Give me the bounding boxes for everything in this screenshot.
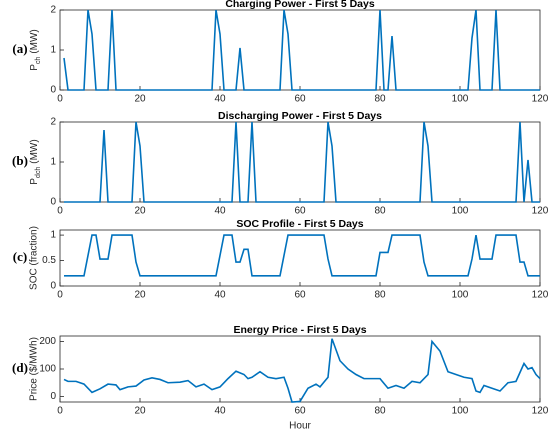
- x-tick-label: 120: [532, 406, 549, 417]
- x-tick-label: 120: [532, 290, 549, 301]
- x-tick-label: 120: [532, 206, 549, 217]
- x-tick-label: 0: [57, 206, 63, 217]
- panel-label: (b): [12, 153, 28, 168]
- x-tick-label: 100: [452, 94, 469, 105]
- y-tick-label: 0: [50, 391, 56, 402]
- x-tick-label: 20: [134, 94, 146, 105]
- y-axis-label-sub: ch: [35, 57, 42, 65]
- chart-title: Charging Power - First 5 Days: [225, 0, 375, 10]
- x-tick-label: 20: [134, 406, 146, 417]
- axes-box: [59, 335, 541, 403]
- x-tick-label: 80: [374, 206, 386, 217]
- y-axis-label: Pch (MW): [29, 29, 42, 71]
- x-tick-label: 0: [57, 406, 63, 417]
- y-axis-label-main: P: [29, 64, 40, 71]
- x-tick-label: 40: [214, 206, 226, 217]
- y-axis-label-unit: (MW): [29, 29, 40, 53]
- x-tick-label: 60: [294, 290, 306, 301]
- x-tick-label: 80: [374, 94, 386, 105]
- series-line: [63, 338, 541, 403]
- x-tick-label: 60: [294, 206, 306, 217]
- panel-label: (d): [12, 360, 28, 375]
- y-tick-label: 0: [50, 85, 56, 96]
- x-tick-label: 40: [214, 94, 226, 105]
- series-line: [64, 121, 540, 203]
- y-axis-label-main: P: [29, 178, 40, 185]
- x-axis-label: Hour: [289, 421, 311, 432]
- panel-label: (c): [13, 249, 27, 264]
- y-tick-label: 2: [50, 117, 56, 128]
- panel-label: (a): [12, 41, 27, 56]
- series-line: [63, 9, 540, 91]
- series-line: [64, 234, 540, 277]
- y-tick-label: 2: [50, 5, 56, 16]
- y-tick-label: 200: [39, 336, 56, 347]
- x-tick-label: 20: [134, 206, 146, 217]
- y-tick-label: 100: [39, 364, 56, 375]
- x-tick-label: 100: [452, 290, 469, 301]
- y-axis-label: Price ($/MWh): [29, 337, 40, 401]
- x-tick-label: 40: [214, 290, 226, 301]
- x-tick-label: 120: [532, 94, 549, 105]
- y-tick-label: 1: [50, 45, 56, 56]
- x-tick-label: 0: [57, 290, 63, 301]
- x-tick-label: 60: [294, 406, 306, 417]
- axes-box: [59, 9, 541, 91]
- y-axis-label-sub: dch: [35, 167, 42, 178]
- x-tick-label: 100: [452, 406, 469, 417]
- x-tick-label: 40: [214, 406, 226, 417]
- y-tick-label: 0: [50, 197, 56, 208]
- x-tick-label: 100: [452, 206, 469, 217]
- chart-title: Energy Price - First 5 Days: [233, 324, 366, 336]
- x-tick-label: 0: [57, 94, 63, 105]
- chart-title: SOC Profile - First 5 Days: [236, 218, 363, 230]
- y-axis-label: Pdch (MW): [29, 139, 42, 184]
- chart-title: Discharging Power - First 5 Days: [218, 110, 382, 122]
- y-tick-label: 1: [50, 230, 56, 241]
- y-tick-label: 0: [50, 281, 56, 292]
- x-tick-label: 80: [374, 406, 386, 417]
- y-axis-label: SOC (fraction): [29, 226, 40, 290]
- x-tick-label: 80: [374, 290, 386, 301]
- x-tick-label: 60: [294, 94, 306, 105]
- y-tick-label: 0.5: [42, 255, 56, 266]
- x-tick-label: 20: [134, 290, 146, 301]
- y-tick-label: 1: [50, 157, 56, 168]
- y-axis-label-unit: (MW): [29, 139, 40, 163]
